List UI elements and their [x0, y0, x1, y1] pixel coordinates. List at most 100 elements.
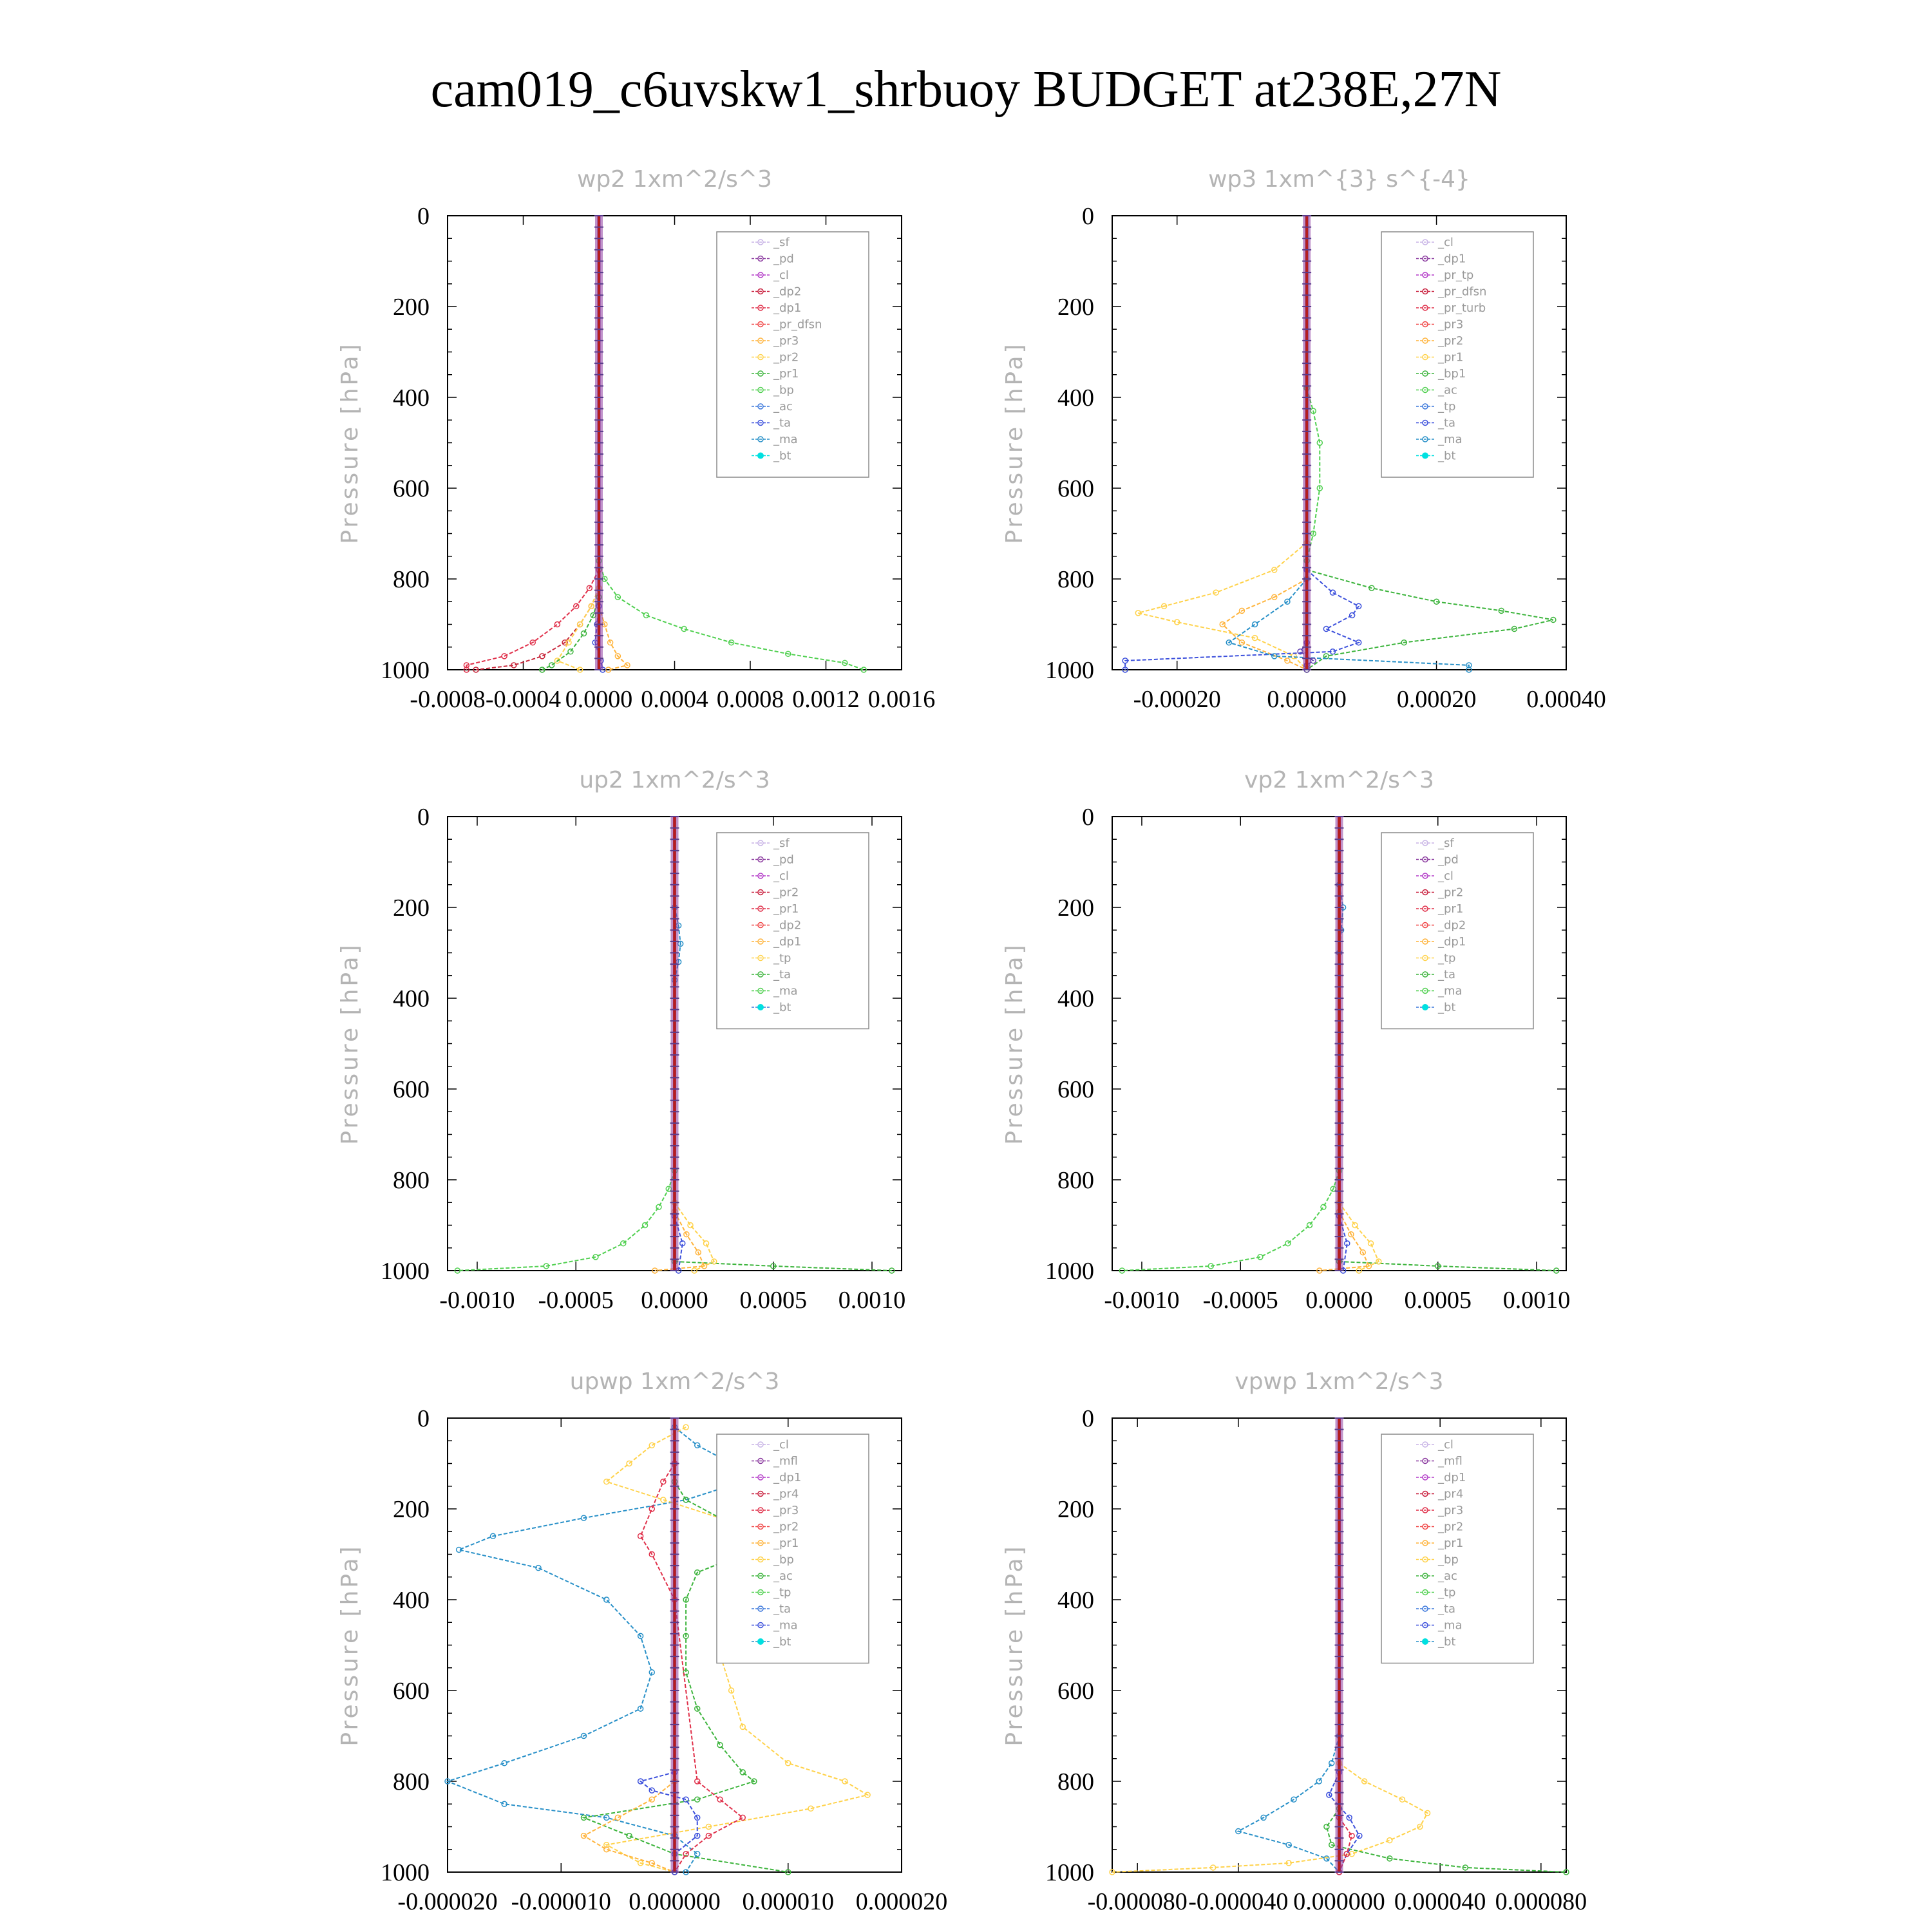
- data-point: [1257, 1254, 1264, 1260]
- legend-marker: [1422, 239, 1428, 245]
- legend-label: _dp2: [773, 285, 801, 299]
- data-point: [683, 1424, 689, 1430]
- data-point: [1320, 1204, 1327, 1211]
- panel-title: wp2 1xm^2/s^3: [577, 166, 772, 193]
- legend-marker: [757, 1474, 764, 1481]
- data-point: [1219, 621, 1226, 628]
- legend-marker: [757, 1605, 764, 1612]
- data-point: [1401, 639, 1407, 646]
- legend-label: _pr1: [773, 1537, 799, 1550]
- y-tick-label: 200: [1057, 895, 1094, 922]
- data-point: [683, 1796, 689, 1803]
- y-tick-label: 400: [393, 384, 430, 412]
- series-line-tp: [1236, 1736, 1340, 1873]
- x-tick-label: -0.0008: [410, 686, 485, 713]
- y-axis-label: Pressure [hPa]: [1001, 942, 1028, 1144]
- legend-marker: [757, 239, 764, 245]
- data-point: [785, 1869, 791, 1875]
- chart-panel-2: wp3 1xm^{3} s^{-4} Pressure [hPa] 0 200 400 6…: [1001, 166, 1606, 713]
- data-point: [637, 1633, 644, 1640]
- y-tick-label: 200: [393, 294, 430, 321]
- data-point: [543, 1263, 550, 1269]
- legend-marker: [1422, 873, 1428, 879]
- legend-marker: [1422, 1638, 1428, 1645]
- legend-label: _ac: [773, 400, 793, 413]
- data-point: [1399, 1796, 1406, 1803]
- x-tick-label: 0.0010: [838, 1287, 906, 1314]
- data-point: [1316, 439, 1323, 446]
- data-point: [1329, 589, 1336, 596]
- data-point: [586, 585, 593, 591]
- legend-marker: [1422, 1556, 1428, 1563]
- data-point: [1365, 1263, 1372, 1269]
- panel-title: vpwp 1xm^2/s^3: [1235, 1368, 1443, 1395]
- series-line-bp: [581, 1481, 788, 1873]
- legend-label: _pd: [773, 853, 794, 867]
- data-point: [1466, 667, 1472, 673]
- legend-label: _pr_dfsn: [773, 318, 822, 332]
- data-point: [1213, 589, 1219, 596]
- data-point: [691, 1267, 697, 1274]
- legend-marker: [1422, 1490, 1428, 1497]
- legend-marker: [1422, 452, 1428, 459]
- data-point: [565, 639, 572, 646]
- data-point: [1260, 1814, 1267, 1821]
- legend-label: _cl: [773, 1438, 789, 1452]
- data-point: [1352, 1222, 1358, 1229]
- legend-label: _ac: [773, 1569, 793, 1583]
- data-point: [1355, 639, 1362, 646]
- data-point: [683, 1869, 689, 1875]
- legend-marker: [757, 1441, 764, 1448]
- data-point: [1122, 667, 1128, 673]
- x-tick-label: 0.0010: [1503, 1287, 1571, 1314]
- data-point: [463, 662, 470, 668]
- data-point: [694, 1778, 701, 1785]
- y-tick-label: 1000: [381, 1258, 430, 1285]
- data-point: [1462, 1864, 1469, 1871]
- data-point: [620, 1240, 627, 1247]
- x-tick-label: 0.00020: [1397, 686, 1477, 713]
- legend-marker: [1422, 337, 1428, 344]
- data-point: [705, 1823, 712, 1830]
- data-point: [1284, 598, 1291, 605]
- legend-marker: [757, 255, 764, 262]
- legend: _sf _pd _cl _dp2 _dp1 _pr_dfsn _pr3 _pr2 _pr1 _bp…: [716, 231, 869, 478]
- x-tick-label: -0.000020: [397, 1888, 497, 1915]
- y-tick-label: 600: [393, 475, 430, 502]
- data-point: [703, 1240, 710, 1247]
- y-tick-label: 600: [393, 1076, 430, 1103]
- y-tick-label: 200: [1057, 294, 1094, 321]
- legend-marker: [757, 305, 764, 311]
- data-point: [637, 1860, 644, 1866]
- data-point: [785, 650, 791, 658]
- y-tick-label: 600: [1057, 1076, 1094, 1103]
- data-point: [1348, 1231, 1354, 1238]
- data-point: [649, 1796, 655, 1803]
- series-line-ta: [639, 1771, 698, 1872]
- data-point: [1310, 408, 1316, 414]
- legend-label: _pr3: [1437, 1504, 1463, 1517]
- data-point: [573, 603, 580, 610]
- data-point: [739, 1723, 746, 1730]
- data-point: [1310, 658, 1316, 664]
- data-point: [1417, 1823, 1423, 1830]
- x-tick-label: -0.0005: [1203, 1287, 1278, 1314]
- legend-label: _tp: [1437, 1586, 1455, 1600]
- data-point: [683, 1851, 689, 1857]
- legend-marker: [757, 1622, 764, 1629]
- y-tick-label: 0: [1082, 203, 1094, 230]
- data-point: [728, 1687, 735, 1694]
- data-point: [1466, 662, 1472, 668]
- y-tick-label: 1000: [1045, 1859, 1094, 1886]
- y-tick-label: 1000: [381, 1859, 430, 1886]
- legend-label: _pr3: [773, 334, 799, 348]
- legend-label: _ma: [773, 985, 798, 998]
- legend-marker: [757, 1540, 764, 1546]
- data-point: [580, 1832, 587, 1839]
- legend-marker: [1422, 255, 1428, 262]
- data-point: [501, 653, 507, 659]
- series-line-bp1: [1306, 569, 1554, 670]
- data-point: [1285, 1841, 1292, 1848]
- x-tick-label: -0.0010: [439, 1287, 515, 1314]
- data-point: [539, 667, 545, 673]
